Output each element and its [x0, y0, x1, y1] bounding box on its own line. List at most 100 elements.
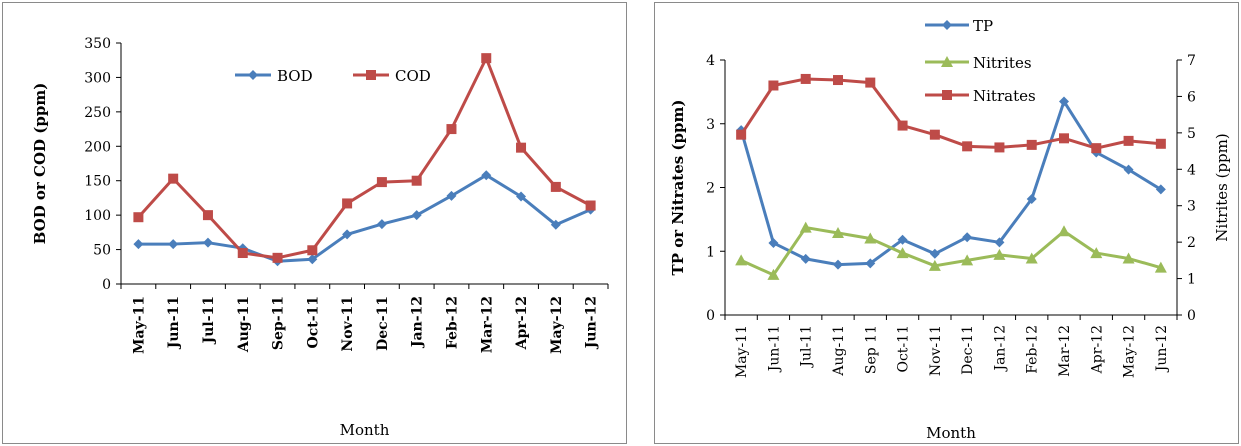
series-bod-point: [168, 239, 179, 250]
y-tick-label: 50: [93, 243, 111, 259]
y-tick-label-left: 4: [706, 53, 715, 69]
series-nitrates-point: [897, 120, 908, 131]
y-tick-label: 100: [84, 208, 111, 224]
series-nitrates-point: [833, 75, 843, 86]
y-tick-label-left: 3: [706, 117, 715, 133]
series-bod-point: [516, 191, 527, 202]
series-bod-point: [133, 239, 144, 250]
series-cod-point: [481, 53, 492, 64]
y-tick-label: 350: [84, 36, 111, 52]
series-nitrites-point: [799, 221, 812, 233]
x-tick-label: Feb-12: [1025, 325, 1041, 374]
series-bod-point: [446, 190, 457, 201]
x-tick-label: May-11: [734, 325, 750, 378]
series-bod-line: [138, 173, 592, 263]
x-tick-label: Jun-12: [584, 296, 600, 350]
series-nitrates-point: [1026, 139, 1037, 150]
y-axis-title: BOD or COD (ppm): [31, 83, 49, 245]
series-nitrites-point: [896, 247, 909, 259]
x-tick-label: Apr-12: [514, 296, 530, 350]
series-nitrates-line: [739, 77, 1161, 150]
series-tp-point: [833, 259, 843, 270]
x-tick-label: May-12: [1122, 325, 1138, 378]
series-nitrates-point: [929, 129, 940, 140]
legend-label: BOD: [277, 67, 313, 85]
series-nitrates-point: [768, 80, 779, 91]
series-nitrates-point: [1155, 138, 1166, 149]
series-bod-point: [376, 219, 387, 230]
series-bod-point: [202, 237, 213, 248]
legend-label: COD: [395, 67, 431, 85]
x-axis-title: Month: [926, 424, 976, 442]
series-tp-point: [768, 237, 779, 248]
x-tick-label: Feb-12: [444, 296, 460, 349]
series-nitrites-point: [864, 232, 877, 244]
y-tick-label-right: 1: [1187, 272, 1196, 288]
series-cod-point: [168, 173, 179, 184]
y-tick-label: 200: [84, 139, 111, 155]
legend-swatch-marker: [248, 70, 258, 80]
series-cod-point: [342, 198, 353, 209]
series-nitrites-point: [832, 227, 844, 239]
x-tick-label: Oct-11: [896, 325, 912, 373]
series-nitrites-line: [740, 226, 1162, 277]
y-tick-label-right: 7: [1187, 53, 1196, 69]
series-nitrates-point: [962, 141, 973, 152]
y-tick-label: 300: [84, 70, 111, 86]
series-nitrates-point: [1059, 133, 1069, 144]
series-cod-point: [446, 124, 457, 135]
bod-cod-chart-panel: 0 50 100 150 200 250 300 350 May-11 Jun-11 Jul-11 A…: [2, 2, 627, 444]
series-bod-point: [481, 170, 492, 181]
y-tick-label-right: 2: [1187, 235, 1196, 251]
y-tick-label-left: 2: [706, 181, 715, 197]
x-tick-label: Jul-11: [799, 325, 815, 369]
y-tick-label: 250: [84, 105, 111, 121]
y-tick-label-left: 1: [706, 244, 715, 260]
series-cod-line: [137, 56, 592, 260]
y-axis-title-right: Nitrites (ppm): [1213, 133, 1231, 241]
x-tick-label: Jun-11: [166, 296, 182, 350]
x-tick-label: Apr-12: [1089, 325, 1105, 374]
series-nitrites-point: [1154, 261, 1167, 273]
series-cod-point: [237, 248, 248, 259]
y-tick-label-left: 0: [706, 308, 715, 324]
series-nitrites-point: [1090, 247, 1103, 259]
x-tick-label: Sep-11: [271, 296, 287, 350]
series-tp-point: [929, 248, 940, 259]
series-nitrites-point: [767, 268, 780, 280]
series-nitrites-point: [928, 259, 941, 271]
x-tick-label: Dec-11: [960, 325, 976, 375]
series-tp-point: [865, 258, 876, 269]
x-tick-label: Mar-12: [1057, 325, 1073, 377]
series-tp-point: [800, 253, 811, 264]
series-cod-point: [307, 245, 318, 256]
x-tick-label: Aug-11: [831, 325, 847, 377]
series-bod-point: [342, 229, 353, 240]
y-tick-label-right: 6: [1187, 89, 1196, 105]
y-tick-label-right: 4: [1187, 162, 1196, 178]
series-cod-point: [516, 142, 527, 153]
series-bod-point: [307, 254, 318, 265]
x-tick-label: Mar-12: [479, 296, 495, 353]
y-tick-label: 150: [84, 174, 111, 190]
series-cod-point: [272, 252, 283, 263]
series-nitrites-point: [1122, 252, 1135, 264]
x-tick-label: Jan-12: [410, 296, 426, 349]
legend-label: Nitrates: [973, 87, 1036, 105]
x-tick-label: Jun-11: [766, 325, 782, 373]
series-tp-point: [1059, 96, 1069, 107]
series-tp-point: [962, 232, 973, 243]
y-tick-label-right: 3: [1187, 199, 1196, 215]
tp-nitrogen-chart: 0 1 2 3 4 0 1 2 3 4 5 6 7 May-11 Jun-11 Jul-11 Aug-11 Sep…: [669, 17, 1231, 442]
x-axis-title: Month: [340, 421, 390, 439]
series-tp-point: [897, 234, 908, 245]
x-tick-label: May-12: [549, 296, 565, 354]
series-nitrites-point: [735, 254, 748, 266]
bod-cod-chart: 0 50 100 150 200 250 300 350 May-11 Jun-11 Jul-11 A…: [31, 36, 609, 439]
series-nitrates-point: [865, 77, 876, 88]
series-cod-point: [411, 175, 422, 186]
x-tick-label: Jul-11: [201, 296, 217, 345]
series-tp-point: [1155, 184, 1166, 195]
x-tick-label: Dec-11: [375, 296, 391, 351]
x-tick-label: Oct-11: [305, 296, 321, 348]
